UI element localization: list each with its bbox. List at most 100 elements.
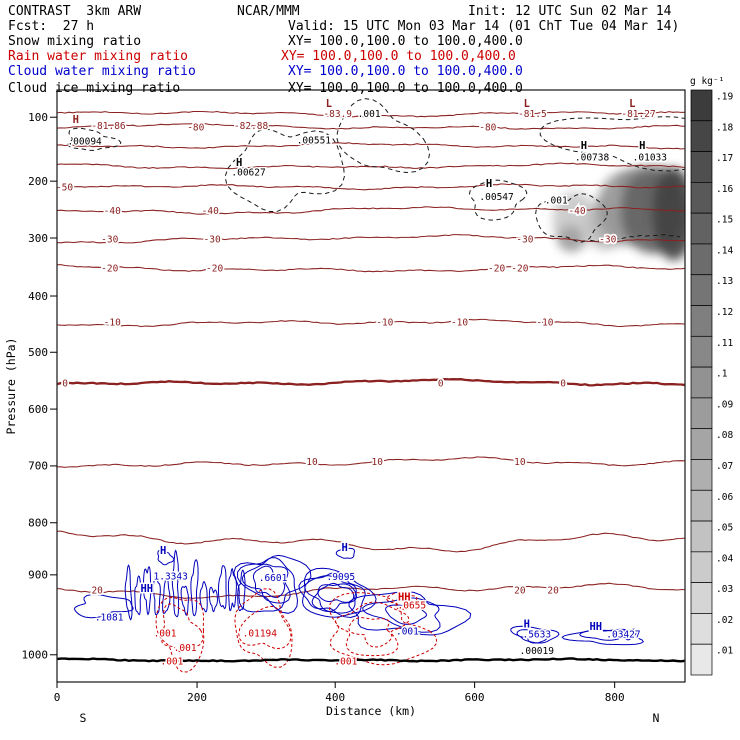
contour-value-label: 0 [438, 378, 444, 389]
extremum-value: -81.86 [91, 121, 126, 132]
temperature-contour-line [57, 142, 685, 150]
legend-cloudice-xy: XY= 100.0,100.0 to 100.0,400.0 [288, 81, 523, 96]
colorbar-cell [690, 120, 713, 152]
colorbar-tick-label: .14 [716, 245, 733, 256]
contour-value-label: -30 [101, 235, 118, 246]
cloud-water-contour [304, 575, 357, 614]
cloud-water-contour [152, 574, 161, 616]
contour-value-label: -40 [202, 206, 219, 217]
extremum-marker: H [73, 114, 79, 126]
colorbar-cell [690, 551, 713, 583]
colorbar-cell [690, 582, 713, 614]
colorbar-tick-label: .17 [716, 153, 733, 164]
colorbar-tick-label: .07 [716, 461, 733, 472]
surface-line-path [57, 657, 685, 663]
extremum-value: .00094 [67, 136, 102, 147]
contour-value-label: 20 [547, 586, 559, 597]
rain-water-contour [386, 592, 418, 610]
temperature-contour-line [57, 206, 685, 215]
cloud-water-contour [227, 567, 237, 612]
cloud-water-contour [362, 597, 441, 633]
temperature-contour-line [57, 377, 685, 387]
extremum-value: .03427 [606, 629, 640, 640]
contour-value-label: -30 [204, 235, 221, 246]
legend-snow-xy: XY= 100.0,100.0 to 100.0,400.0 [288, 34, 523, 49]
colorbar-tick-label: .06 [716, 492, 733, 503]
cloud-water-contour [561, 629, 644, 646]
colorbar-tick-label: .02 [716, 615, 733, 626]
temperature-contour-line [57, 110, 685, 118]
extremum-value: -81.5 [518, 109, 547, 120]
cloud-water-contour [73, 594, 134, 619]
colorbar-units-label: g kg⁻¹ [690, 76, 724, 87]
cloud-water-contour [143, 565, 152, 616]
colorbar-tick-label: .19 [716, 92, 733, 103]
extremum-value: -83.9 [323, 109, 352, 120]
cloud-water-contour [311, 583, 358, 613]
cloud-water-contour [208, 586, 219, 613]
extremum-marker: L [524, 98, 530, 110]
colorbar-cell [690, 151, 713, 183]
contour-value-label: 10 [372, 457, 384, 468]
cloud-ice-contour [468, 179, 528, 221]
contour-value-label: -20 [101, 264, 118, 275]
extremum-marker: L [326, 98, 332, 110]
contour-value-label: -20 [488, 264, 505, 275]
cloud-water-contour [171, 549, 180, 618]
y-tick-label: 300 [28, 232, 48, 245]
extremum-value: .01033 [633, 152, 667, 163]
cloud-water-contour [233, 554, 312, 613]
contour-value-label: -20 [206, 264, 223, 275]
cloud-ice-contours [67, 98, 685, 243]
colorbar: .19 .18 .17 .16 .15 .14 .13 .12 .11 .1 .09 .08 .07 .0… [690, 76, 733, 676]
cloud-water-contour [510, 625, 560, 644]
contour-value-label: 10 [306, 457, 318, 468]
cloud-water-contour [516, 629, 548, 644]
cloud-ice-contour [67, 127, 122, 151]
cloud-water-contour [134, 575, 142, 616]
cloud-water-contour [579, 628, 633, 641]
temperature-contour-labels: -80 -80-50-40 -40 -40-30 -30 -30 -30-20 -20 -20-… [54, 121, 618, 598]
cloud-water-contour [252, 565, 286, 599]
colorbar-cell [690, 274, 713, 306]
extremum-value: .00738 [575, 152, 610, 163]
contour-value-label: -10 [376, 317, 393, 328]
contour-value-label: -10 [104, 317, 121, 328]
legend-cloudice-label: Cloud ice mixing ratio [8, 81, 181, 96]
colorbar-tick-label: .1 [716, 369, 728, 380]
y-tick-label: 200 [28, 175, 48, 188]
x-tick-label: 400 [325, 691, 345, 704]
colorbar-tick-label: .16 [716, 184, 733, 195]
colorbar-cell [690, 89, 713, 122]
temperature-contour-line [57, 183, 685, 191]
y-tick-label: 900 [28, 569, 48, 582]
cloud-water-contour [124, 564, 133, 621]
extremum-marker: H [160, 545, 166, 557]
snow-shade-blob [558, 225, 584, 252]
rain-water-contour [238, 605, 292, 650]
extremum-marker: H [524, 618, 530, 630]
colorbar-tick-label: .15 [716, 215, 733, 226]
colorbar-cell [690, 489, 713, 522]
extremum-value: .001 [396, 626, 419, 637]
contour-value-label: -20 [511, 264, 528, 275]
extremum-value: .00627 [231, 168, 265, 179]
contour-value-label: -50 [56, 182, 73, 193]
extremum-value: .001 [154, 628, 177, 639]
colorbar-cell [690, 335, 713, 368]
colorbar-tick-label: .12 [716, 307, 733, 318]
colorbar-tick-label: .04 [716, 553, 733, 564]
extremum-value: .001 [174, 643, 197, 654]
colorbar-cell [690, 428, 713, 460]
legend-cloudwater-label: Cloud water mixing ratio [8, 64, 196, 79]
extremum-marker: H [486, 178, 492, 190]
surface-line [57, 657, 685, 663]
y-tick-label: 600 [28, 403, 48, 416]
contour-value-label: -40 [104, 206, 121, 217]
colorbar-cell [690, 613, 713, 645]
x-axis: 0 200 400 600 800 Distance (km) S N [54, 682, 660, 725]
rain-water-contour [160, 603, 204, 653]
extremum-marker: HH [140, 583, 153, 595]
